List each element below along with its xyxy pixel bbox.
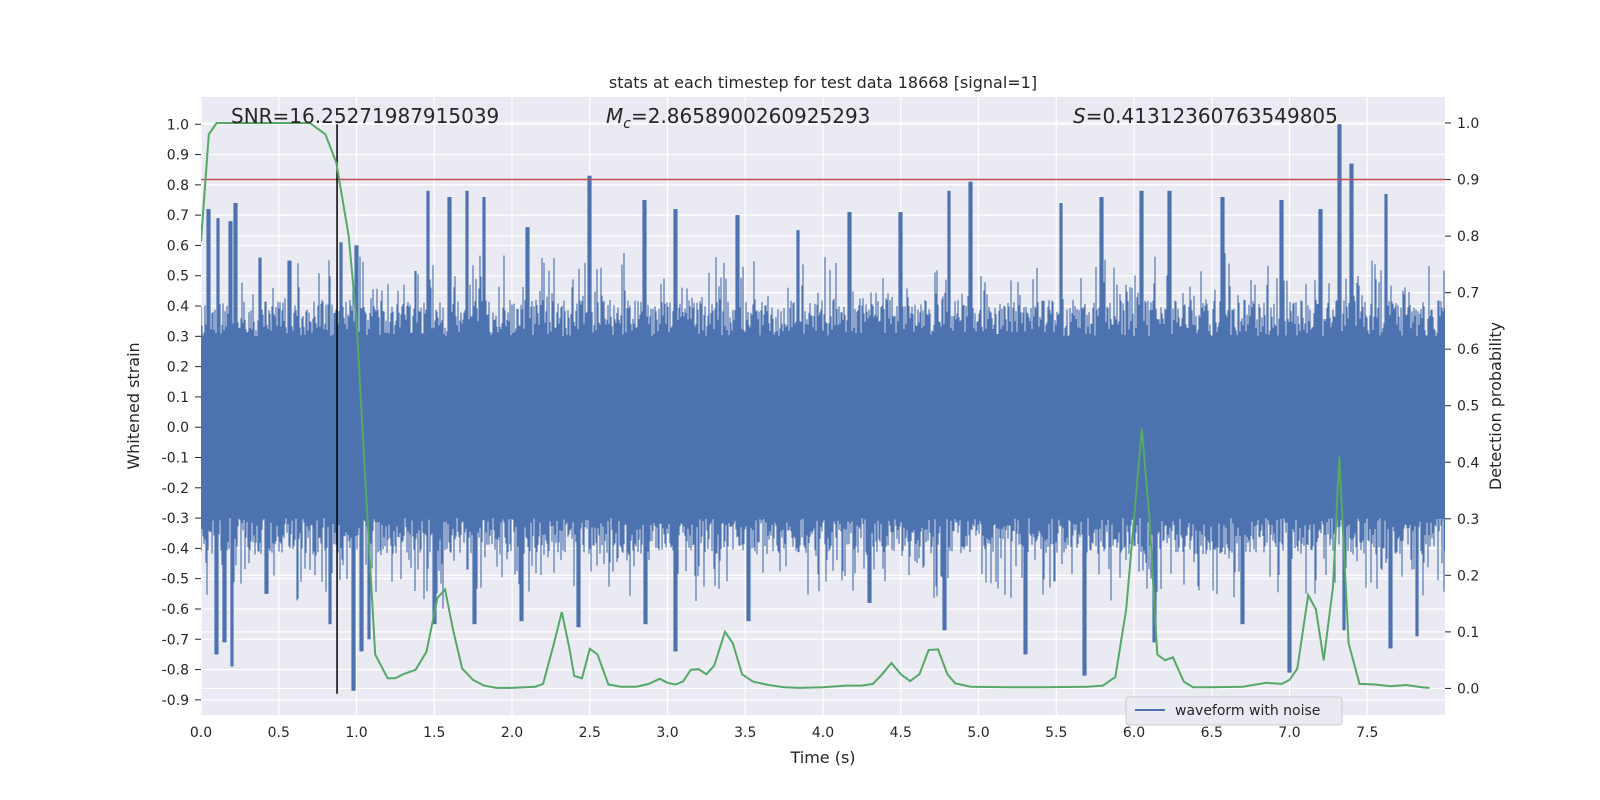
y-tick-label-left: 0.8: [167, 178, 189, 194]
x-tick-label: 6.0: [1123, 725, 1145, 741]
y-tick-label-left: 0.9: [167, 148, 189, 164]
x-tick-label: 1.0: [345, 725, 367, 741]
x-tick-label: 2.5: [579, 725, 601, 741]
chirp-mass-annotation: Mc=2.8658900260925293: [606, 104, 870, 132]
y-tick-label-left: -0.8: [162, 663, 189, 679]
legend-label: waveform with noise: [1175, 703, 1320, 719]
y-tick-label-left: -0.7: [162, 632, 189, 648]
x-tick-label: 3.5: [734, 725, 756, 741]
y-tick-label-left: 0.7: [167, 208, 189, 224]
x-tick-label: 2.0: [501, 725, 523, 741]
y-tick-label-right: 0.2: [1457, 568, 1479, 584]
x-tick-label: 1.5: [423, 725, 445, 741]
y-tick-label-left: 0.6: [167, 238, 189, 254]
y-tick-label-right: 0.3: [1457, 512, 1479, 528]
x-axis-title: Time (s): [789, 748, 855, 767]
y-tick-label-left: -0.9: [162, 693, 189, 709]
mc-value: =2.8658900260925293: [631, 104, 870, 128]
mc-symbol: M: [606, 104, 623, 128]
y-tick-label-right: 0.8: [1457, 229, 1479, 245]
y-tick-label-left: -0.1: [162, 451, 189, 467]
y-tick-label-right: 0.7: [1457, 286, 1479, 302]
legend-box: [1125, 696, 1343, 726]
x-tick-label: 4.5: [890, 725, 912, 741]
x-tick-label: 0.5: [268, 725, 290, 741]
axis-ticks: 0.0 0.5 1.0 1.5 2.0 2.5 3.0 3.5 4.0 4.5 5.0 5.5 6.0 6…: [162, 116, 1480, 741]
y-tick-label-left: 0.1: [167, 390, 189, 406]
x-tick-label: 7.0: [1278, 725, 1300, 741]
y-tick-label-right: 0.0: [1457, 681, 1479, 697]
y-tick-label-left: 0.4: [167, 299, 189, 315]
waveform-series: [201, 124, 1445, 691]
x-tick-label: 4.0: [812, 725, 834, 741]
y-tick-label-left: 0.2: [167, 360, 189, 376]
x-tick-label: 6.5: [1201, 725, 1223, 741]
s-value: =0.41312360763549805: [1086, 104, 1338, 128]
y-tick-label-right: 1.0: [1457, 116, 1479, 132]
y-tick-label-left: 1.0: [167, 117, 189, 133]
y-tick-label-right: 0.5: [1457, 399, 1479, 415]
y-tick-label-right: 0.1: [1457, 625, 1479, 641]
detection-probability-line: [201, 122, 1430, 689]
mc-subscript: c: [623, 116, 631, 132]
s-symbol: S: [1073, 104, 1086, 128]
y-tick-label-right: 0.4: [1457, 455, 1479, 471]
x-tick-label: 3.0: [656, 725, 678, 741]
y-tick-label-left: -0.5: [162, 572, 189, 588]
chart-title: stats at each timestep for test data 186…: [609, 73, 1037, 92]
y-axis-title-left: Whitened strain: [124, 342, 143, 469]
y-tick-label-left: -0.6: [162, 602, 189, 618]
y-tick-label-left: -0.2: [162, 481, 189, 497]
legend: waveform with noise: [1125, 696, 1343, 726]
y-tick-label-left: -0.3: [162, 511, 189, 527]
y-tick-label-left: 0.5: [167, 269, 189, 285]
y-tick-label-right: 0.9: [1457, 173, 1479, 189]
x-tick-label: 5.5: [1045, 725, 1067, 741]
y-axis-title-right: Detection probability: [1486, 322, 1505, 490]
waveform-trace: [201, 124, 1445, 691]
y-tick-label-right: 0.6: [1457, 342, 1479, 358]
x-tick-label: 0.0: [190, 725, 212, 741]
y-tick-label-left: -0.4: [162, 541, 189, 557]
x-tick-label: 7.5: [1356, 725, 1378, 741]
y-tick-label-left: 0.3: [167, 329, 189, 345]
s-annotation: S=0.41312360763549805: [1073, 104, 1338, 128]
snr-annotation: SNR=16.25271987915039: [231, 104, 499, 128]
x-tick-label: 5.0: [967, 725, 989, 741]
y-tick-label-left: 0.0: [167, 420, 189, 436]
